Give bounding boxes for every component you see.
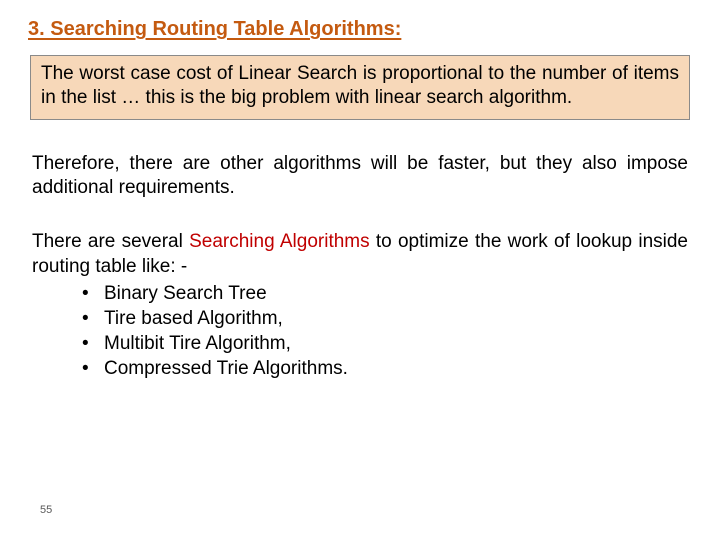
page-number: 55 (40, 504, 52, 516)
list-intro-em: Searching Algorithms (189, 231, 370, 252)
list-item: Compressed Trie Algorithms. (82, 356, 692, 381)
slide: 3. Searching Routing Table Algorithms: T… (0, 0, 720, 540)
list-intro-prefix: There are several (32, 231, 189, 252)
list-item: Binary Search Tree (82, 281, 692, 306)
paragraph-1: Therefore, there are other algorithms wi… (32, 152, 688, 201)
highlight-box: The worst case cost of Linear Search is … (30, 55, 690, 120)
list-item: Multibit Tire Algorithm, (82, 331, 692, 356)
list-item: Tire based Algorithm, (82, 306, 692, 331)
bullet-list: Binary Search Tree Tire based Algorithm,… (82, 281, 692, 381)
slide-title: 3. Searching Routing Table Algorithms: (28, 18, 692, 41)
list-intro: There are several Searching Algorithms t… (32, 230, 688, 279)
